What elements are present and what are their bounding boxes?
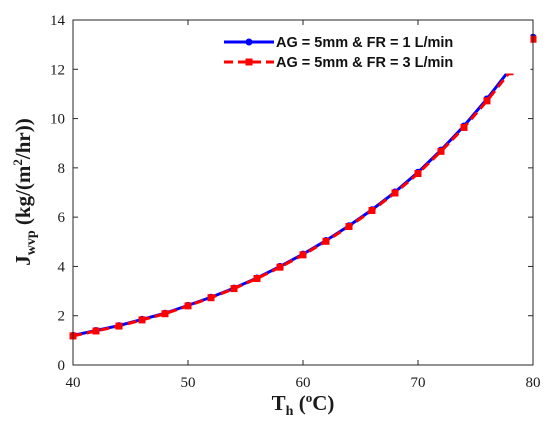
series-2-point xyxy=(253,275,261,283)
legend-marker-2 xyxy=(245,58,253,66)
x-axis-title-sup: o xyxy=(306,390,313,405)
x-tick-label: 80 xyxy=(526,375,541,391)
series-2-point xyxy=(92,327,100,335)
y-tick-label: 14 xyxy=(50,13,66,29)
series-2-point xyxy=(138,316,146,324)
y-tick-label: 8 xyxy=(58,161,66,177)
legend-label-1: AG = 5mm & FR = 1 L/min xyxy=(276,35,453,51)
series-2-point xyxy=(345,223,353,231)
series-2-point xyxy=(230,285,238,293)
series-2-point xyxy=(368,206,376,214)
series-2-point xyxy=(322,237,330,245)
series-2-point xyxy=(115,322,123,330)
y-axis-title-close: /hr)) xyxy=(11,118,35,160)
x-tick-label: 60 xyxy=(296,375,311,391)
y-tick-label: 4 xyxy=(58,259,66,275)
series-2-point xyxy=(207,294,215,302)
y-tick-label: 10 xyxy=(50,112,65,128)
x-axis-title: Th (oC) xyxy=(272,390,335,419)
y-tick-label: 0 xyxy=(58,358,66,374)
y-tick-label: 2 xyxy=(58,309,66,325)
series-2-point xyxy=(437,147,445,155)
x-axis-title-open: ( xyxy=(293,391,305,415)
y-axis-title-main: J xyxy=(11,255,35,266)
series-2-point xyxy=(460,123,468,131)
legend-box xyxy=(214,29,531,74)
x-axis-title-close: C) xyxy=(312,391,334,415)
series-2-point xyxy=(414,170,422,178)
ticks-layer: 40 50 60 70 80 0 2 4 6 8 10 12 14 xyxy=(50,13,541,391)
y-axis-title-sup: 2 xyxy=(10,159,25,166)
y-axis-title-sub: wvp xyxy=(24,230,39,255)
legend: AG = 5mm & FR = 1 L/min AG = 5mm & FR = … xyxy=(214,29,531,74)
y-tick-label: 12 xyxy=(50,62,65,78)
legend-marker-1 xyxy=(245,38,253,46)
series-2-point xyxy=(276,263,284,271)
series-2-point xyxy=(483,97,491,105)
series-2-point xyxy=(184,302,192,310)
x-tick-label: 50 xyxy=(181,375,196,391)
legend-label-2: AG = 5mm & FR = 3 L/min xyxy=(276,55,453,71)
y-tick-label: 6 xyxy=(58,210,66,226)
plot-background xyxy=(73,20,533,365)
series-2-point xyxy=(299,251,307,259)
series-2-point xyxy=(161,310,169,318)
x-tick-label: 70 xyxy=(411,375,426,391)
y-axis-title: Jwvp (kg/(m2/hr)) xyxy=(10,118,39,265)
x-axis-title-main: T xyxy=(272,391,286,415)
x-axis-title-sub: h xyxy=(286,404,294,419)
x-tick-label: 40 xyxy=(66,375,81,391)
series-2-point xyxy=(391,189,399,197)
y-axis-title-open: (kg/(m xyxy=(11,165,35,230)
